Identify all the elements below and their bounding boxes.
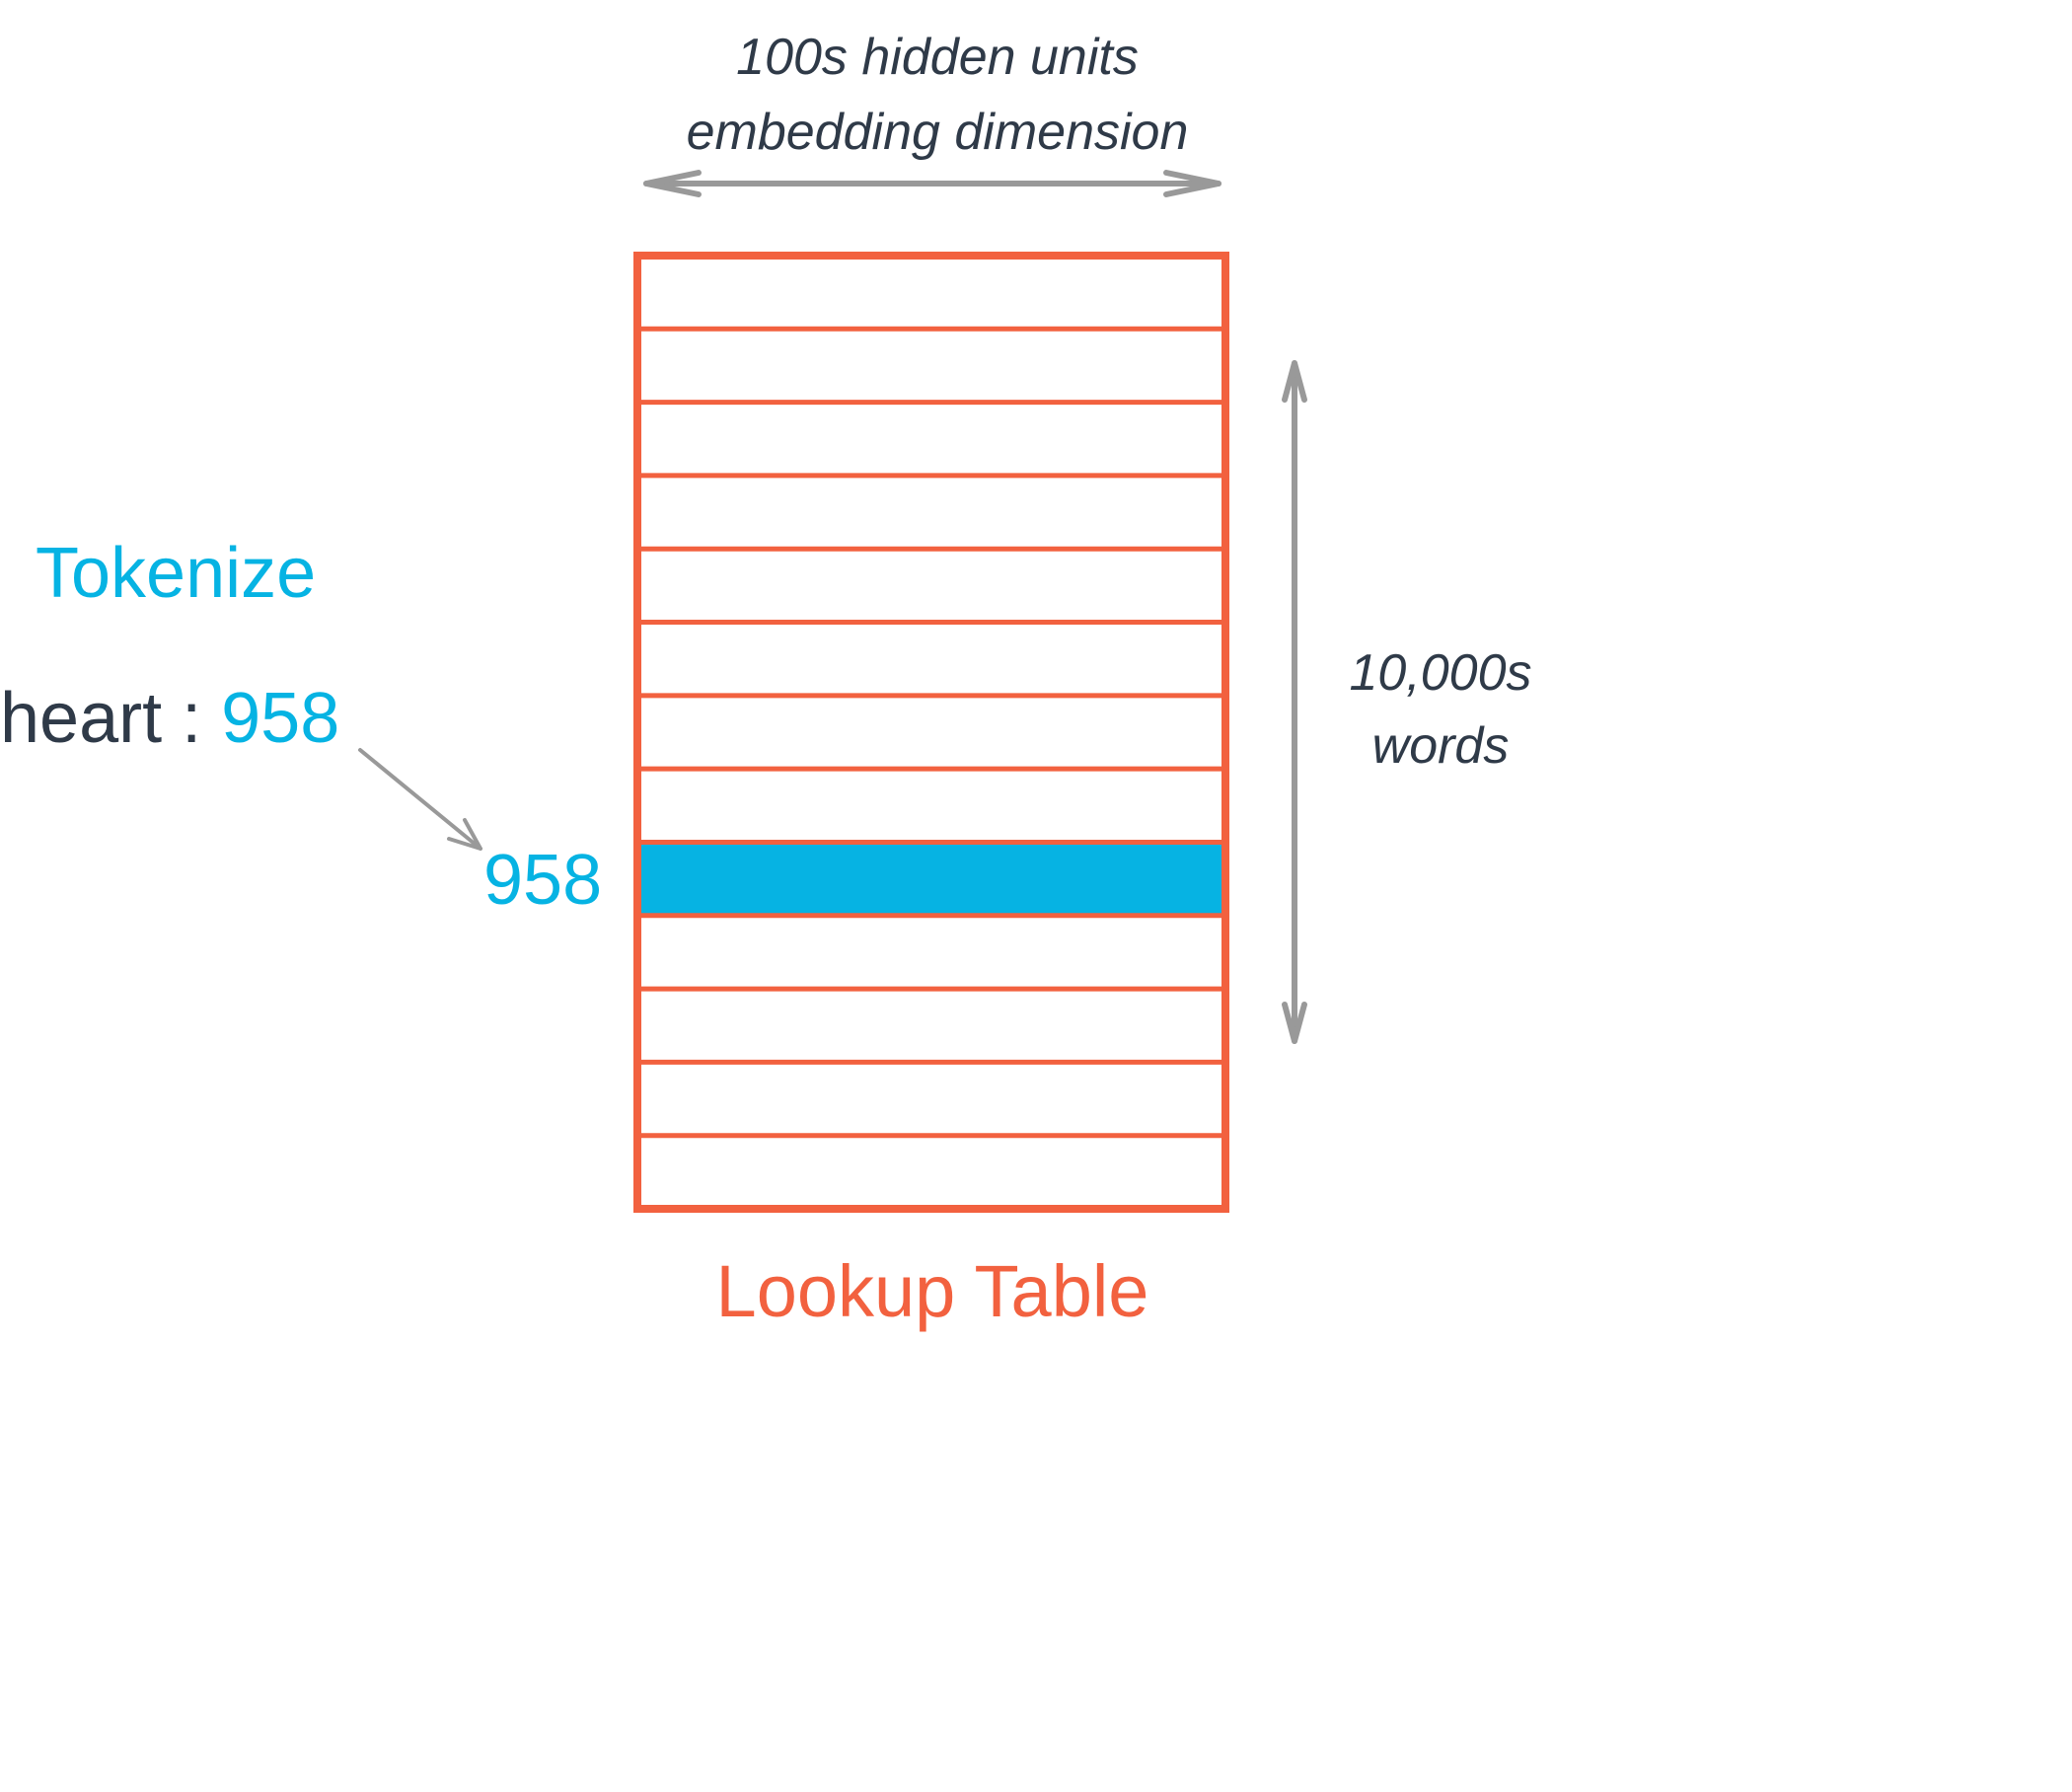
row-index-label: 958 <box>483 841 603 920</box>
token-mapping: heart : 958 <box>0 683 339 754</box>
token-id: 958 <box>221 679 340 758</box>
token-separator: : <box>162 679 222 758</box>
token-pointer-arrow <box>358 748 482 851</box>
embedding-dimension-arrow <box>643 170 1221 197</box>
vocabulary-size-label-line2: words <box>1371 717 1510 775</box>
tokenize-title: Tokenize <box>36 534 317 613</box>
lookup-table-title: Lookup Table <box>715 1250 1149 1332</box>
vocabulary-size-label: 10,000s words <box>1322 636 1559 783</box>
highlighted-row <box>637 842 1225 916</box>
token-word: heart <box>0 679 163 758</box>
embedding-dimension-label: 100s hidden units embedding dimension <box>631 20 1243 170</box>
embedding-dimension-label-line1: 100s hidden units <box>736 29 1139 86</box>
vocabulary-size-arrow <box>1282 360 1307 1044</box>
lookup-table <box>633 252 1229 1213</box>
table-border <box>633 252 1229 1213</box>
vocabulary-size-label-line1: 10,000s <box>1349 644 1532 702</box>
embedding-dimension-label-line2: embedding dimension <box>686 104 1189 161</box>
